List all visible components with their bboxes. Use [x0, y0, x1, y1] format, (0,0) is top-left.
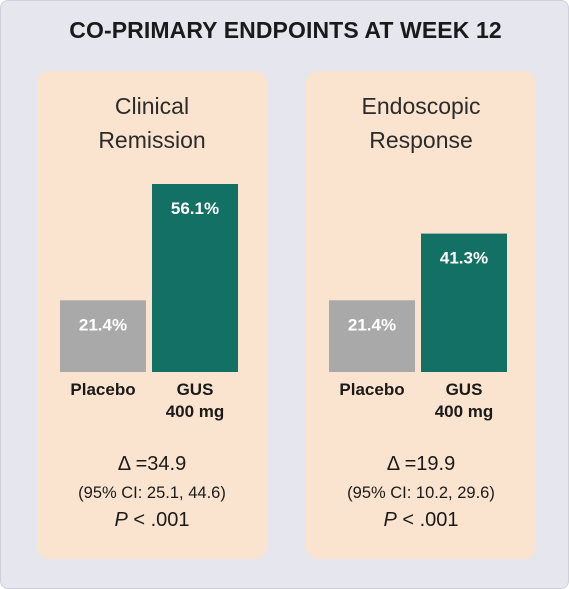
bar-placebo — [60, 300, 146, 372]
data-label-placebo: 21.4% — [79, 315, 127, 334]
category-label-placebo: Placebo — [70, 380, 135, 399]
p-symbol: P — [114, 509, 128, 531]
delta-value: 19.9 — [416, 453, 456, 475]
category-label-gus-400mg-line-2: 400 mg — [435, 402, 494, 421]
delta-line: Δ =19.9 — [386, 453, 456, 475]
data-label-gus-400mg: 41.3% — [440, 249, 488, 268]
panel-title-endoscopic-response: Endoscopic Response — [306, 89, 536, 157]
delta-line: Δ =34.9 — [117, 453, 187, 475]
p-value-line: P < .001 — [306, 509, 536, 532]
bar-placebo — [329, 300, 415, 372]
clinical-remission-chart: 21.4% Placebo 56.1% GUS 400 mg — [60, 184, 238, 421]
confidence-interval: (95% CI: 10.2, 29.6) — [347, 484, 495, 502]
panel-title-line-2: Remission — [98, 127, 206, 153]
endoscopic-response-panel: Endoscopic Response 21.4% Placebo 41.3% GUS… — [306, 71, 536, 559]
panel-title-line-1: Endoscopic — [361, 93, 481, 119]
category-label-gus-400mg: GUS — [446, 380, 483, 399]
p-value-line: P < .001 — [37, 509, 267, 532]
p-value: < .001 — [133, 509, 190, 531]
data-label-placebo: 21.4% — [348, 315, 396, 334]
p-symbol: P — [383, 509, 397, 531]
confidence-interval: (95% CI: 25.1, 44.6) — [78, 484, 226, 502]
panel-title-clinical-remission: Clinical Remission — [37, 89, 267, 157]
bar-gus-400mg — [421, 233, 507, 372]
delta-value: 34.9 — [147, 453, 187, 475]
bar-gus-400mg — [152, 184, 238, 372]
figure-title: CO-PRIMARY ENDPOINTS AT WEEK 12 — [69, 17, 502, 43]
clinical-remission-panel: Clinical Remission 21.4% Placebo 56.1% GUS 4… — [37, 71, 267, 559]
delta-symbol: Δ — [386, 453, 400, 475]
p-value: < .001 — [402, 509, 459, 531]
panel-title-line-1: Clinical — [114, 93, 190, 119]
data-label-gus-400mg: 56.1% — [171, 199, 219, 218]
panel-title-line-2: Response — [369, 127, 473, 153]
category-label-placebo: Placebo — [339, 380, 404, 399]
endoscopic-response-chart: 21.4% Placebo 41.3% GUS 400 mg — [329, 233, 507, 421]
category-label-gus-400mg: GUS — [177, 380, 214, 399]
category-label-gus-400mg-line-2: 400 mg — [166, 402, 225, 421]
delta-symbol: Δ — [117, 453, 131, 475]
